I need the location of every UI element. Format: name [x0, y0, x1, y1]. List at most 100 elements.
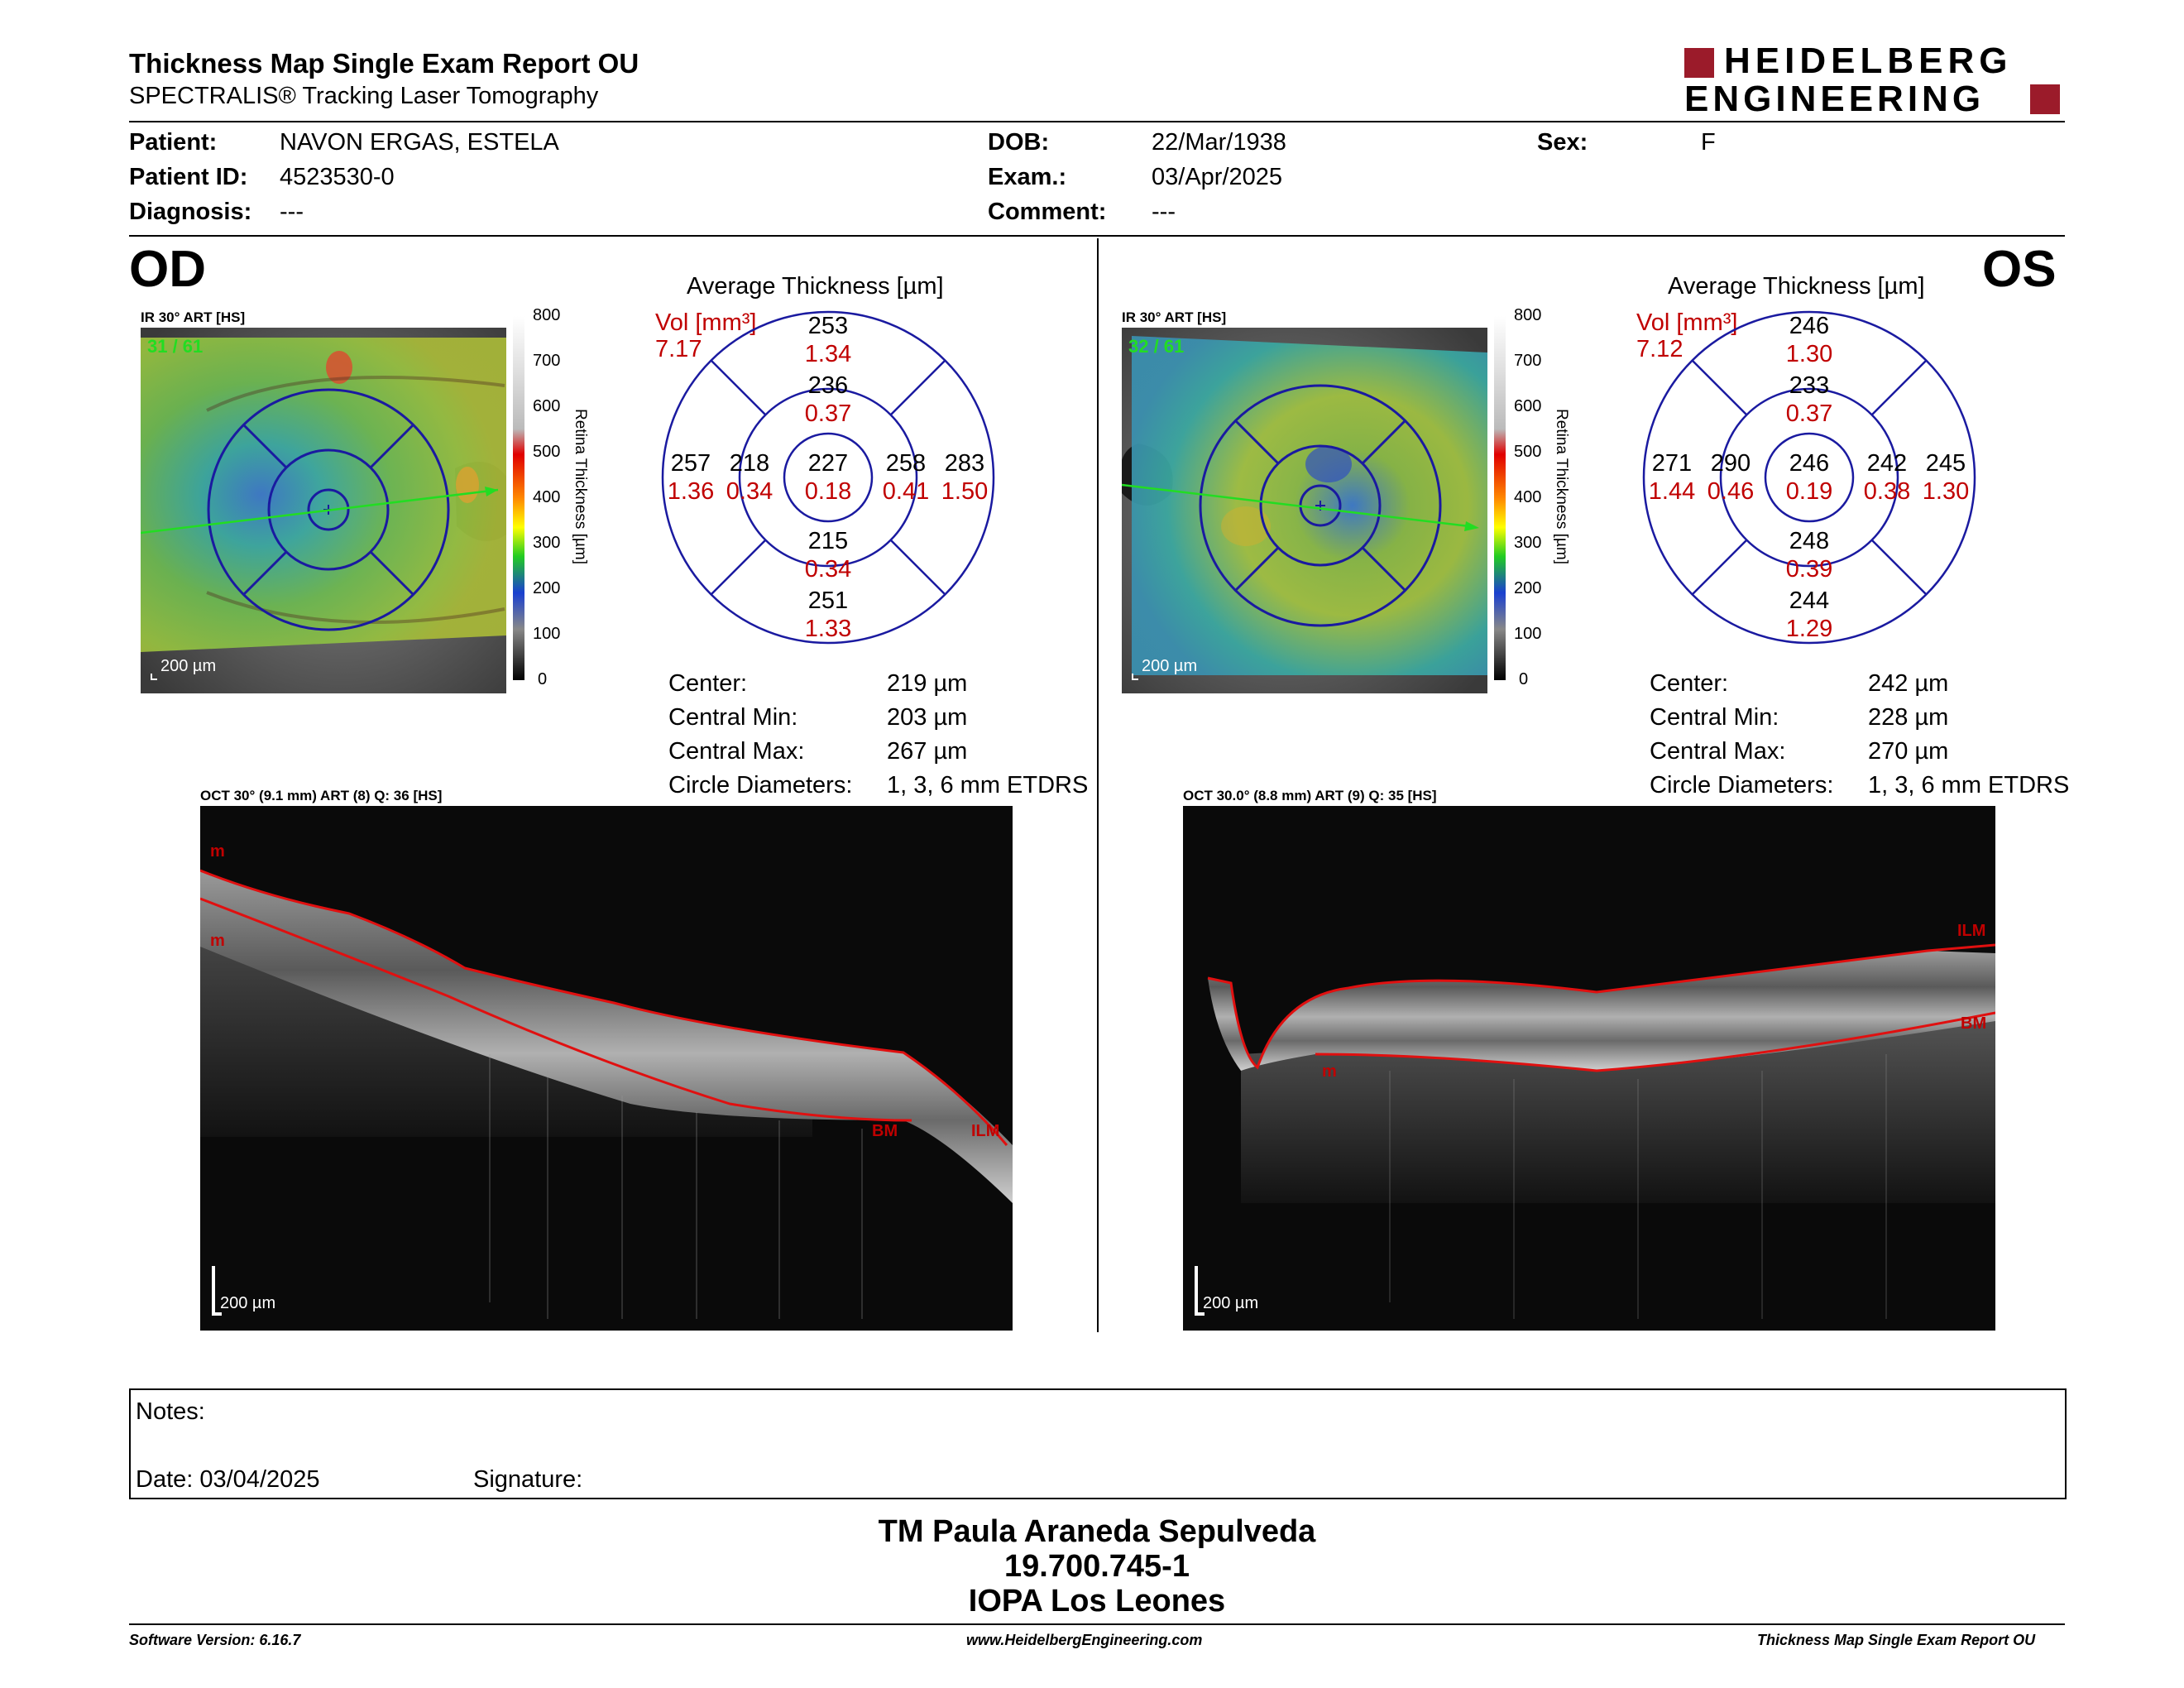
heidelberg-logo: HEIDELBERG ENGINEERING	[1684, 41, 2065, 119]
patient-id: 4523530-0	[280, 164, 395, 190]
od-inner-inferior: 215	[807, 528, 849, 554]
os-stat-value: 228 µm	[1868, 704, 1949, 731]
website-link[interactable]: www.HeidelbergEngineering.com	[966, 1632, 1203, 1648]
os-inner-nasal: 242	[1866, 450, 1908, 477]
od-etdrs-grid	[661, 310, 995, 645]
patient-name: NAVON ERGAS, ESTELA	[280, 129, 559, 156]
os-inner-inferior: 248	[1789, 528, 1830, 554]
report-subtitle: SPECTRALIS® Tracking Laser Tomography	[129, 83, 599, 109]
os-stat-value: 242 µm	[1868, 670, 1949, 697]
os-outer-temporal-vol: 1.44	[1648, 478, 1696, 505]
od-oct-scale-bar	[212, 1266, 215, 1316]
od-stat-label: Central Max:	[668, 738, 805, 765]
os-stat-label: Center:	[1650, 670, 1729, 697]
os-vol-label: Vol [mm³]	[1636, 309, 1738, 336]
od-layer-label: ILM	[971, 1122, 1000, 1140]
os-outer-inferior: 244	[1789, 587, 1830, 614]
header-divider	[129, 121, 2065, 122]
od-oct-label: OCT 30° (9.1 mm) ART (8) Q: 36 [HS]	[200, 788, 443, 803]
od-oct-scale: 200 µm	[220, 1294, 276, 1312]
od-scale-bar	[151, 674, 157, 680]
od-oct-scale-foot	[212, 1312, 222, 1316]
report-title: Thickness Map Single Exam Report OU	[129, 48, 639, 79]
os-center-vol: 0.19	[1785, 478, 1833, 505]
od-colorbar	[513, 316, 524, 680]
os-layer-label: m	[1322, 1062, 1337, 1081]
os-inner-temporal: 290	[1710, 450, 1751, 477]
os-ir-label: IR 30° ART [HS]	[1122, 309, 1227, 325]
od-colorbar-ticks: 800 700 600 500 400 300 200 100 0	[533, 306, 566, 688]
od-outer-temporal: 257	[670, 450, 711, 477]
exam-label: Exam.:	[988, 164, 1067, 190]
diagnosis: ---	[280, 199, 304, 225]
os-outer-nasal: 245	[1925, 450, 1966, 477]
os-fundus-scale: 200 µm	[1142, 657, 1198, 675]
os-tick: 100	[1514, 625, 1542, 643]
od-stat-value: 219 µm	[887, 670, 968, 697]
od-stat-value: 203 µm	[887, 704, 968, 731]
od-layer-label: m	[210, 932, 225, 950]
od-tick: 400	[533, 488, 561, 506]
notes-box[interactable]: Notes: Date: 03/04/2025 Signature:	[129, 1388, 2067, 1499]
od-inner-superior: 236	[807, 372, 849, 399]
dob: 22/Mar/1938	[1152, 129, 1286, 156]
os-oct-label: OCT 30.0° (8.8 mm) ART (9) Q: 35 [HS]	[1183, 788, 1437, 803]
os-eye-label: OS	[1982, 241, 2057, 298]
od-tick: 0	[538, 670, 548, 688]
od-stat-label: Circle Diameters:	[668, 772, 853, 798]
os-tick: 700	[1514, 352, 1542, 370]
os-outer-superior: 246	[1789, 313, 1830, 339]
od-vol-value: 7.17	[655, 336, 702, 362]
od-outer-temporal-vol: 1.36	[667, 478, 715, 505]
od-tick: 700	[533, 352, 561, 370]
logo-text-top: HEIDELBERG	[1724, 41, 2013, 81]
od-inner-temporal: 218	[729, 450, 770, 477]
os-inner-superior: 233	[1789, 372, 1830, 399]
os-tick: 0	[1519, 670, 1529, 688]
os-etdrs-grid	[1642, 310, 1976, 645]
od-outer-nasal-vol: 1.50	[941, 478, 989, 505]
os-vol-value: 7.12	[1636, 336, 1684, 362]
od-outer-inferior: 251	[807, 587, 849, 614]
od-tick: 600	[533, 397, 561, 415]
od-stat-label: Central Min:	[668, 704, 798, 731]
diagnosis-label: Diagnosis:	[129, 199, 252, 225]
comment: ---	[1152, 199, 1176, 225]
od-ir-label: IR 30° ART [HS]	[141, 309, 246, 325]
od-fundus-scale: 200 µm	[160, 657, 217, 675]
od-inner-nasal: 258	[885, 450, 927, 477]
os-scale-bar	[1132, 674, 1138, 680]
logo-text-bottom: ENGINEERING	[1684, 79, 1985, 119]
os-layer-label: ILM	[1957, 922, 1986, 940]
os-layer-label: BM	[1961, 1014, 1987, 1033]
od-inner-inferior-vol: 0.34	[804, 556, 852, 583]
dob-label: DOB:	[988, 129, 1050, 156]
od-tick: 100	[533, 625, 561, 643]
od-outer-superior: 253	[807, 313, 849, 339]
os-oct-scan: ILM BM m 200 µm	[1183, 806, 1995, 1331]
footer-report-name: Thickness Map Single Exam Report OU	[1757, 1632, 2036, 1648]
od-tick: 800	[533, 306, 561, 324]
os-tick: 300	[1514, 534, 1542, 552]
signer-org: IOPA Los Leones	[968, 1584, 1226, 1618]
od-outer-nasal: 283	[944, 450, 985, 477]
patient-divider	[129, 235, 2065, 237]
os-outer-nasal-vol: 1.30	[1922, 478, 1970, 505]
os-stat-label: Circle Diameters:	[1650, 772, 1834, 798]
os-fundus-image: 32 / 61 200 µm	[1119, 328, 1487, 693]
od-stat-value: 1, 3, 6 mm ETDRS	[887, 772, 1089, 798]
eye-divider	[1097, 238, 1099, 1332]
od-oct-scan: m m BM ILM 200 µm	[200, 806, 1013, 1331]
date-label: Date: 03/04/2025	[136, 1466, 320, 1493]
notes-label: Notes:	[136, 1398, 205, 1425]
software-version: Software Version: 6.16.7	[129, 1632, 301, 1648]
od-eye-label: OD	[129, 241, 206, 298]
os-frame-count: 32 / 61	[1128, 336, 1185, 357]
od-vol-label: Vol [mm³]	[655, 309, 757, 336]
od-colorbar-title: Retina Thickness [µm]	[572, 409, 589, 564]
os-stat-label: Central Max:	[1650, 738, 1786, 765]
os-inner-nasal-vol: 0.38	[1863, 478, 1911, 505]
os-tick: 800	[1514, 306, 1542, 324]
os-stat-value: 270 µm	[1868, 738, 1949, 765]
signature-label: Signature:	[473, 1466, 583, 1493]
